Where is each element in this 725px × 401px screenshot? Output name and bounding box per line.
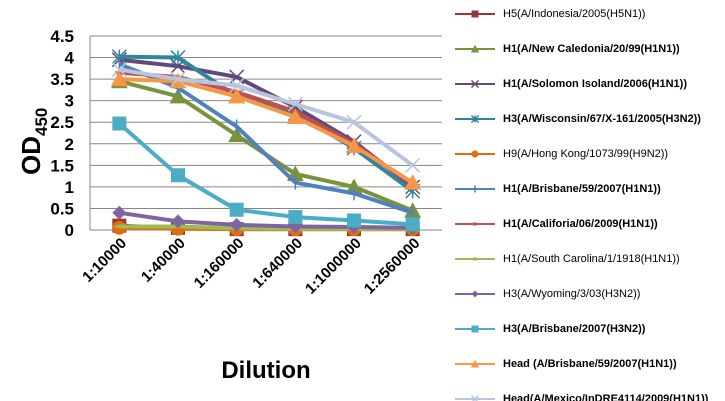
data-point [229, 217, 244, 232]
x-tick-label: 1:160000 [191, 235, 248, 292]
data-point [471, 290, 479, 298]
x-tick-label: 1:2560000 [361, 235, 424, 298]
x-axis-title: Dilution [221, 357, 310, 384]
x-tick-label: 1:40000 [138, 235, 189, 286]
data-point [470, 114, 480, 124]
data-point [169, 87, 187, 104]
legend-swatch-icon [455, 79, 495, 89]
data-point [112, 205, 127, 220]
data-point [287, 96, 303, 112]
data-point [347, 213, 361, 228]
data-point [229, 202, 244, 217]
data-point [170, 50, 186, 66]
data-point [228, 87, 246, 104]
data-point [346, 114, 362, 130]
data-point [111, 62, 127, 78]
data-point [171, 214, 185, 229]
data-point [170, 71, 186, 87]
data-point [471, 325, 479, 333]
legend-swatch-icon [455, 150, 495, 158]
data-point [404, 174, 422, 190]
legend-item: H1(A/New Caledonia/20/99(H1N1)) [455, 39, 680, 59]
x-tick-label: 1:10000 [79, 235, 130, 286]
legend-item: H1(A/Califoria/06/2009(H1N1)) [455, 214, 658, 234]
series-line-6 [119, 70, 414, 187]
legend-label: H1(A/South Carolina/1/1918(H1N1)) [503, 253, 680, 265]
y-tick-label: 2.5 [50, 113, 74, 132]
legend-swatch-icon [455, 10, 495, 18]
legend-item: H1(A/Brisbane/59/2007(H1N1)) [455, 179, 661, 199]
data-point [112, 116, 127, 131]
legend-label: H9(A/Hong Kong/1073/99(H9N2)) [503, 148, 669, 160]
data-point [405, 157, 421, 173]
legend-label: H3(A/Brisbane/2007(H3N2)) [503, 323, 646, 335]
y-tick-label: 3.5 [50, 70, 74, 89]
data-point [470, 394, 480, 401]
x-tick-label: 1:1000000 [302, 235, 365, 298]
data-point [228, 126, 246, 143]
legend-label: H1(A/Brisbane/59/2007(H1N1)) [503, 183, 661, 195]
data-point [288, 210, 303, 225]
series-line-11 [119, 67, 414, 167]
legend-swatch-icon [455, 359, 495, 368]
data-point [286, 108, 304, 125]
legend-item: H3(A/Wyoming/3/03(H3N2)) [455, 284, 640, 304]
data-point [110, 70, 128, 87]
series-line-8 [119, 210, 413, 230]
legend-swatch-icon [455, 185, 495, 193]
legend-label: H1(A/Solomon Isoland/2006(H1N1)) [503, 78, 687, 90]
legend-swatch-icon [455, 394, 495, 401]
y-tick-label: 4 [65, 49, 75, 68]
data-point [345, 137, 363, 153]
legend-swatch-icon [455, 290, 495, 298]
data-point [345, 178, 363, 194]
x-tick-label: 1:640000 [249, 235, 306, 292]
legend-item: Head (A/Brisbane/59/2007(H1N1)) [455, 354, 677, 374]
legend-swatch-icon [455, 257, 495, 261]
data-point [471, 10, 479, 18]
data-point [470, 79, 480, 89]
data-point [171, 168, 185, 183]
y-tick-label: 1.5 [50, 156, 74, 175]
legend-item: H9(A/Hong Kong/1073/99(H9N2)) [455, 144, 668, 164]
data-point [405, 217, 420, 232]
legend-item: H1(A/South Carolina/1/1918(H1N1)) [455, 249, 680, 269]
data-point [470, 44, 480, 53]
y-tick-label: 0.5 [50, 199, 74, 218]
series-line-5 [118, 62, 414, 215]
legend-swatch-icon [455, 114, 495, 124]
legend-item: H3(A/Wisconsin/67/X-161/2005(H3N2)) [455, 109, 701, 129]
legend-label: H3(A/Wisconsin/67/X-161/2005(H3N2)) [503, 113, 701, 125]
legend-swatch-icon [455, 44, 495, 53]
legend-label: H1(A/Califoria/06/2009(H1N1)) [503, 218, 658, 230]
legend-swatch-icon [455, 222, 495, 226]
series-line-10 [119, 77, 414, 185]
data-point [229, 78, 245, 94]
legend-item: H1(A/Solomon Isoland/2006(H1N1)) [455, 74, 687, 94]
legend-label: H5(A/Indonesia/2005(H5N1)) [503, 8, 646, 20]
series-line-9 [118, 122, 413, 227]
y-tick-label: 4.5 [50, 27, 74, 46]
legend-label: Head (A/Brisbane/59/2007(H1N1)) [503, 358, 677, 370]
data-point [470, 359, 480, 368]
legend-label: Head(A/Mexico/InDRE4114/2009(H1N1)) [503, 393, 709, 401]
legend-label: H3(A/Wyoming/3/03(H3N2)) [503, 288, 641, 300]
plot-area: 0 0.5 1 1.5 2 2.5 3 3.5 4 4.5 1:10000 1:40000 1:1600… [16, 27, 442, 384]
y-tick-label: 2 [65, 135, 74, 154]
y-tick-label: 0 [65, 221, 74, 240]
legend-label: H1(A/New Caledonia/20/99(H1N1)) [503, 43, 680, 55]
y-tick-label: 1 [65, 178, 74, 197]
data-point [471, 150, 479, 158]
legend-swatch-icon [455, 325, 495, 333]
legend-item: Head(A/Mexico/InDRE4114/2009(H1N1)) [455, 389, 708, 401]
y-axis-title: OD450 [16, 108, 51, 175]
y-tick-label: 3 [65, 92, 74, 111]
legend-item: H5(A/Indonesia/2005(H5N1)) [455, 4, 645, 24]
legend-item: H3(A/Brisbane/2007(H3N2)) [455, 319, 645, 339]
